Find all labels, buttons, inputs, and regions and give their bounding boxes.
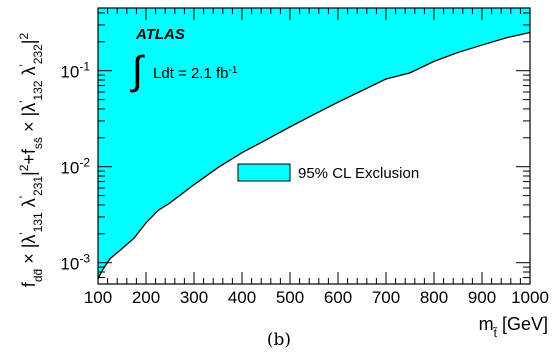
x-tick-label: 1000 [511, 288, 549, 307]
x-tick-label: 100 [84, 288, 112, 307]
plot-frame [97, 7, 531, 285]
x-tick-label: 500 [276, 288, 304, 307]
x-axis-title: mt̃ [GeV] [479, 314, 548, 340]
figure-caption: (b) [266, 330, 292, 350]
y-axis-title: fdd̄ × |λ'131 λ'231|2+fss̄ × |λ'132 λ'23… [17, 32, 45, 287]
legend: 95% CL Exclusion [237, 163, 419, 182]
integral-symbol: ∫ [130, 49, 146, 93]
x-tick-label: 700 [372, 288, 400, 307]
experiment-label: ATLAS [135, 26, 185, 43]
exclusion-boundary-line [98, 31, 530, 280]
luminosity-label: Ldt = 2.1 fb-1 [153, 65, 238, 83]
legend-swatch [237, 163, 291, 182]
x-tick-label: 600 [324, 288, 352, 307]
y-tick-label: 10-3 [60, 252, 90, 274]
y-tick-label: 10-1 [60, 60, 90, 82]
x-tick-label: 900 [468, 288, 496, 307]
x-tick-label: 300 [180, 288, 208, 307]
exclusion-region [98, 8, 530, 279]
x-tick-label: 400 [228, 288, 256, 307]
x-tick-label: 200 [132, 288, 160, 307]
y-tick-label: 10-2 [60, 156, 90, 178]
x-tick-label: 800 [420, 288, 448, 307]
legend-label: 95% CL Exclusion [298, 165, 419, 182]
